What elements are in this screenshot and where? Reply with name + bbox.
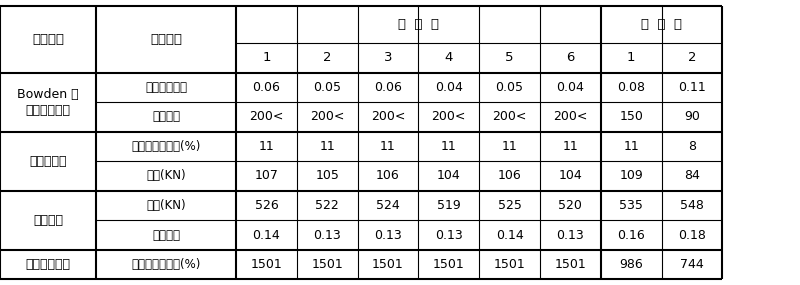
Text: 106: 106 <box>498 170 522 182</box>
Text: 526: 526 <box>254 199 278 212</box>
Text: 1501: 1501 <box>494 258 526 271</box>
Text: 后方穿孔试验: 后方穿孔试验 <box>26 258 70 271</box>
Text: 0.05: 0.05 <box>496 81 524 94</box>
Text: 试验方法: 试验方法 <box>32 33 64 46</box>
Text: 4: 4 <box>445 51 453 64</box>
Text: 11: 11 <box>380 140 396 153</box>
Text: 5: 5 <box>506 51 514 64</box>
Text: 11: 11 <box>623 140 639 153</box>
Text: 0.16: 0.16 <box>618 229 645 241</box>
Text: 200<: 200< <box>554 111 587 123</box>
Text: 200<: 200< <box>432 111 466 123</box>
Text: 104: 104 <box>558 170 582 182</box>
Text: 107: 107 <box>254 170 278 182</box>
Text: 105: 105 <box>315 170 339 182</box>
Text: 0.14: 0.14 <box>253 229 280 241</box>
Text: 最高面积扩大率(%): 最高面积扩大率(%) <box>131 258 201 271</box>
Text: 90: 90 <box>684 111 700 123</box>
Text: 11: 11 <box>562 140 578 153</box>
Text: 压缩试验: 压缩试验 <box>33 214 63 227</box>
Text: 0.13: 0.13 <box>374 229 402 241</box>
Text: 1501: 1501 <box>372 258 404 271</box>
Text: 载荷(KN): 载荷(KN) <box>146 170 186 182</box>
Text: 11: 11 <box>258 140 274 153</box>
Text: 11: 11 <box>441 140 457 153</box>
Text: 0.08: 0.08 <box>618 81 645 94</box>
Text: 8: 8 <box>688 140 696 153</box>
Text: 522: 522 <box>315 199 339 212</box>
Text: 2: 2 <box>688 51 696 64</box>
Text: 1: 1 <box>627 51 635 64</box>
Text: 评价项目: 评价项目 <box>150 33 182 46</box>
Text: 11: 11 <box>502 140 518 153</box>
Text: 519: 519 <box>437 199 461 212</box>
Text: 520: 520 <box>558 199 582 212</box>
Text: 1501: 1501 <box>433 258 465 271</box>
Text: 548: 548 <box>680 199 704 212</box>
Text: 0.04: 0.04 <box>557 81 584 94</box>
Text: 3: 3 <box>384 51 392 64</box>
Text: 1: 1 <box>262 51 270 64</box>
Text: 0.14: 0.14 <box>496 229 523 241</box>
Text: 11: 11 <box>319 140 335 153</box>
Text: 524: 524 <box>376 199 400 212</box>
Text: 986: 986 <box>619 258 643 271</box>
Text: 平均摩擦系数: 平均摩擦系数 <box>145 81 187 94</box>
Text: 0.06: 0.06 <box>374 81 402 94</box>
Text: 实  施  例: 实 施 例 <box>398 18 439 31</box>
Text: 200<: 200< <box>310 111 344 123</box>
Text: 106: 106 <box>376 170 400 182</box>
Text: 摩擦系数: 摩擦系数 <box>152 229 180 241</box>
Text: 200<: 200< <box>250 111 283 123</box>
Text: 84: 84 <box>684 170 700 182</box>
Text: 最高面积减少率(%): 最高面积减少率(%) <box>131 140 201 153</box>
Text: 比  较  例: 比 较 例 <box>641 18 682 31</box>
Text: 1501: 1501 <box>311 258 343 271</box>
Text: 0.04: 0.04 <box>435 81 462 94</box>
Text: 0.13: 0.13 <box>435 229 462 241</box>
Text: 0.11: 0.11 <box>678 81 706 94</box>
Text: 0.18: 0.18 <box>678 229 706 241</box>
Text: 0.13: 0.13 <box>314 229 341 241</box>
Text: 744: 744 <box>680 258 704 271</box>
Text: 200<: 200< <box>371 111 405 123</box>
Text: 104: 104 <box>437 170 461 182</box>
Text: 535: 535 <box>619 199 643 212</box>
Text: Bowden 式
附着滑动试验: Bowden 式 附着滑动试验 <box>17 88 79 117</box>
Text: 525: 525 <box>498 199 522 212</box>
Text: 0.05: 0.05 <box>314 81 341 94</box>
Text: 150: 150 <box>619 111 643 123</box>
Text: 1501: 1501 <box>250 258 282 271</box>
Text: 6: 6 <box>566 51 574 64</box>
Text: 滑动次数: 滑动次数 <box>152 111 180 123</box>
Text: 200<: 200< <box>493 111 526 123</box>
Text: 109: 109 <box>619 170 643 182</box>
Text: 载荷(KN): 载荷(KN) <box>146 199 186 212</box>
Text: 0.13: 0.13 <box>557 229 584 241</box>
Text: 球贯通试验: 球贯通试验 <box>30 155 66 168</box>
Text: 1501: 1501 <box>554 258 586 271</box>
Text: 0.06: 0.06 <box>253 81 280 94</box>
Text: 2: 2 <box>323 51 331 64</box>
